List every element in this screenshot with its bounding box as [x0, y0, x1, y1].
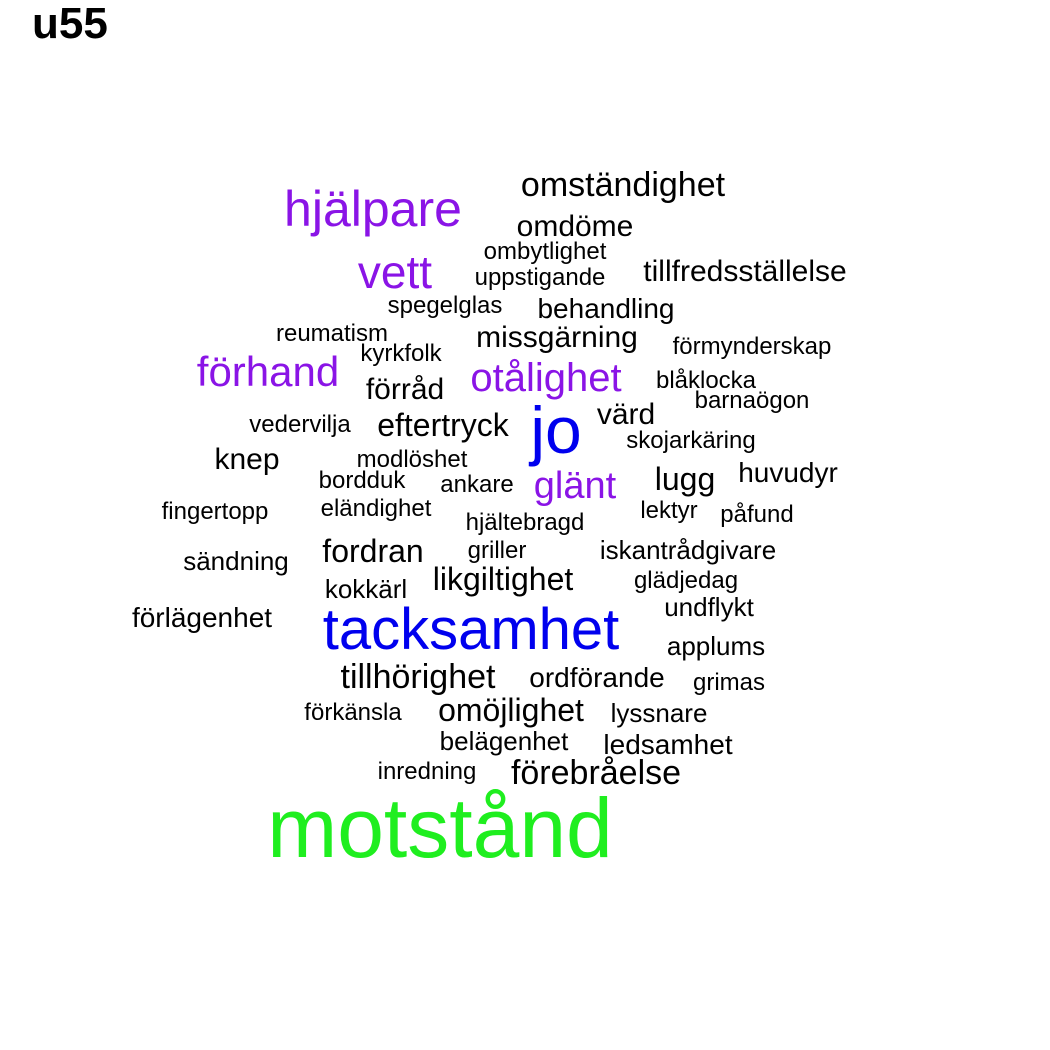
cloud-word: värd — [596, 398, 656, 431]
cloud-word: grimas — [692, 669, 766, 696]
cloud-word: tillfredsställelse — [643, 255, 847, 288]
cloud-word: sändning — [183, 546, 289, 576]
cloud-word: förkänsla — [304, 699, 402, 726]
cloud-word: omständighet — [520, 166, 726, 204]
cloud-word: jo — [530, 393, 582, 467]
cloud-word: missgärning — [476, 321, 638, 354]
cloud-word: uppstigande — [474, 264, 606, 291]
cloud-word: ordförande — [529, 662, 665, 693]
cloud-word: reumatism — [275, 320, 389, 347]
cloud-word: ankare — [440, 471, 514, 498]
cloud-word: undflykt — [664, 592, 754, 622]
cloud-word: lektyr — [640, 497, 698, 524]
cloud-word: huvudyr — [738, 457, 838, 488]
cloud-word: förlägenhet — [131, 602, 273, 633]
cloud-word: påfund — [720, 501, 794, 528]
cloud-word: knep — [214, 443, 280, 476]
cloud-word: eländighet — [320, 495, 432, 522]
cloud-word: hjälpare — [284, 181, 462, 237]
cloud-word: barnaögon — [694, 387, 810, 414]
cloud-word: kokkärl — [324, 574, 408, 604]
cloud-word: griller — [467, 537, 527, 564]
cloud-word: applums — [666, 631, 766, 661]
cloud-word: fingertopp — [161, 498, 269, 525]
cloud-word: omdöme — [516, 210, 634, 243]
cloud-word: glänt — [533, 465, 617, 507]
cloud-word: bordduk — [318, 467, 406, 494]
cloud-word: behandling — [537, 293, 675, 324]
cloud-word: ombytlighet — [483, 238, 607, 265]
cloud-word: otålighet — [470, 356, 622, 400]
cloud-word: förhand — [196, 348, 340, 395]
cloud-word: tacksamhet — [322, 597, 620, 662]
cloud-word: hjältebragd — [465, 509, 585, 536]
cloud-word: modlöshet — [356, 446, 468, 473]
cloud-word: vedervilja — [249, 411, 351, 438]
cloud-word: fordran — [322, 533, 424, 569]
cloud-word: förmynderskap — [672, 333, 832, 360]
cloud-word: förebråelse — [510, 754, 682, 792]
cloud-word: tillhörighet — [340, 658, 496, 696]
cloud-word: spegelglas — [387, 292, 503, 319]
cloud-word: lugg — [654, 461, 716, 497]
cloud-word: kyrkfolk — [360, 340, 442, 367]
cloud-word: glädjedag — [633, 567, 739, 594]
cloud-word: inredning — [377, 758, 477, 785]
cloud-word: omöjlighet — [438, 692, 584, 728]
cloud-word: skojarkäring — [626, 427, 756, 454]
cloud-word: iskantrådgivare — [599, 535, 777, 565]
cloud-title: u55 — [32, 0, 108, 48]
cloud-word: motstånd — [267, 781, 613, 875]
cloud-word: vett — [357, 246, 433, 298]
cloud-word: förråd — [365, 373, 445, 406]
cloud-word: ledsamhet — [603, 729, 733, 760]
cloud-word: blåklocka — [655, 367, 757, 394]
cloud-word: belägenhet — [439, 726, 569, 756]
cloud-word: eftertryck — [377, 407, 509, 443]
cloud-word: lyssnare — [610, 698, 708, 728]
cloud-word: likgiltighet — [432, 561, 574, 597]
